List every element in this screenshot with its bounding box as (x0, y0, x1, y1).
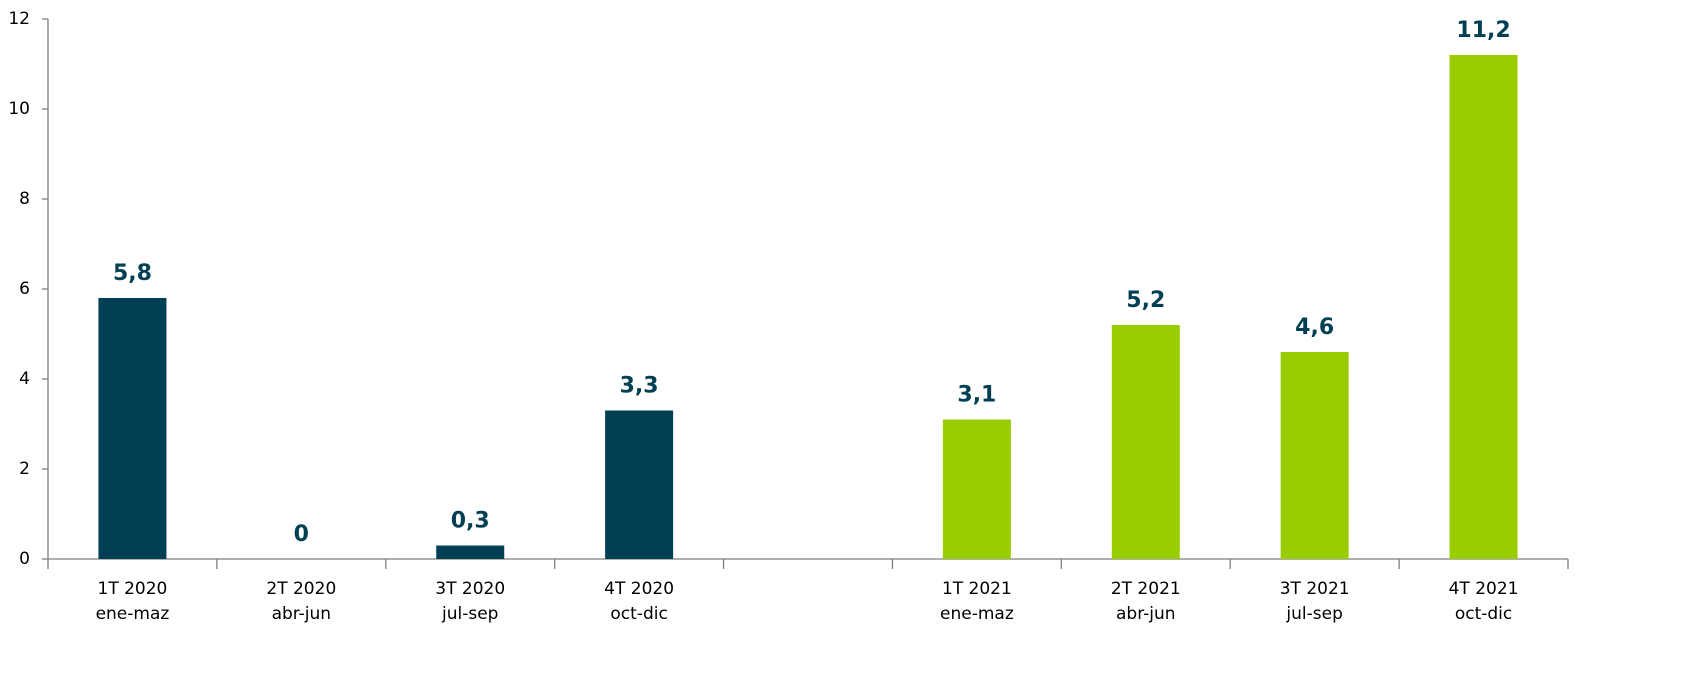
x-tick-label-line: ene-maz (96, 604, 170, 624)
value-label: 0 (294, 522, 309, 547)
x-tick-label-line: 2T 2020 (266, 579, 336, 599)
y-tick-label: 8 (19, 189, 30, 209)
bar (605, 410, 674, 559)
y-tick-label: 12 (8, 9, 30, 29)
x-tick-label: 1T 2021 ene-maz (940, 579, 1014, 624)
x-tick-label-line: abr-jun (272, 604, 332, 624)
value-label: 5,2 (1126, 288, 1165, 313)
bar (1280, 352, 1349, 559)
y-tick-label: 6 (19, 279, 30, 299)
x-tick-label-line: 4T 2020 (604, 579, 674, 599)
x-tick-label-line: abr-jun (1116, 604, 1176, 624)
x-tick-label-line: 1T 2021 (942, 579, 1012, 599)
value-label: 3,3 (620, 374, 659, 399)
x-tick-label-line: jul-sep (441, 604, 498, 624)
y-tick-label: 2 (19, 459, 30, 479)
value-label: 4,6 (1295, 315, 1334, 340)
x-tick-label-line: 4T 2021 (1449, 579, 1519, 599)
x-tick-label: 3T 2020 jul-sep (435, 579, 505, 624)
x-tick-label: 4T 2020 oct-dic (604, 579, 674, 624)
x-tick-label-line: 1T 2020 (98, 579, 168, 599)
x-tick-label: 2T 2020 abr-jun (266, 579, 336, 624)
x-tick-label-line: oct-dic (610, 604, 667, 624)
x-tick-label: 2T 2021 abr-jun (1111, 579, 1181, 624)
x-tick-label-line: 3T 2021 (1280, 579, 1350, 599)
value-label: 0,3 (451, 509, 490, 534)
x-tick-label-line: ene-maz (940, 604, 1014, 624)
y-tick-label: 4 (19, 369, 30, 389)
bar (1449, 55, 1518, 559)
x-tick-label-line: 2T 2021 (1111, 579, 1181, 599)
x-tick-label-line: oct-dic (1455, 604, 1512, 624)
y-tick-label: 0 (19, 549, 30, 569)
bar (436, 545, 505, 559)
x-tick-label-line: jul-sep (1285, 604, 1342, 624)
x-tick-label: 1T 2020 ene-maz (96, 579, 170, 624)
bar (98, 298, 167, 559)
value-label: 3,1 (957, 383, 996, 408)
value-label: 11,2 (1456, 18, 1510, 43)
value-label: 5,8 (113, 261, 152, 286)
y-tick-label: 10 (8, 99, 30, 119)
bar (1111, 325, 1180, 559)
x-tick-label: 3T 2021 jul-sep (1280, 579, 1350, 624)
x-tick-label-line: 3T 2020 (435, 579, 505, 599)
x-tick-label: 4T 2021 oct-dic (1449, 579, 1519, 624)
bar (942, 419, 1011, 559)
